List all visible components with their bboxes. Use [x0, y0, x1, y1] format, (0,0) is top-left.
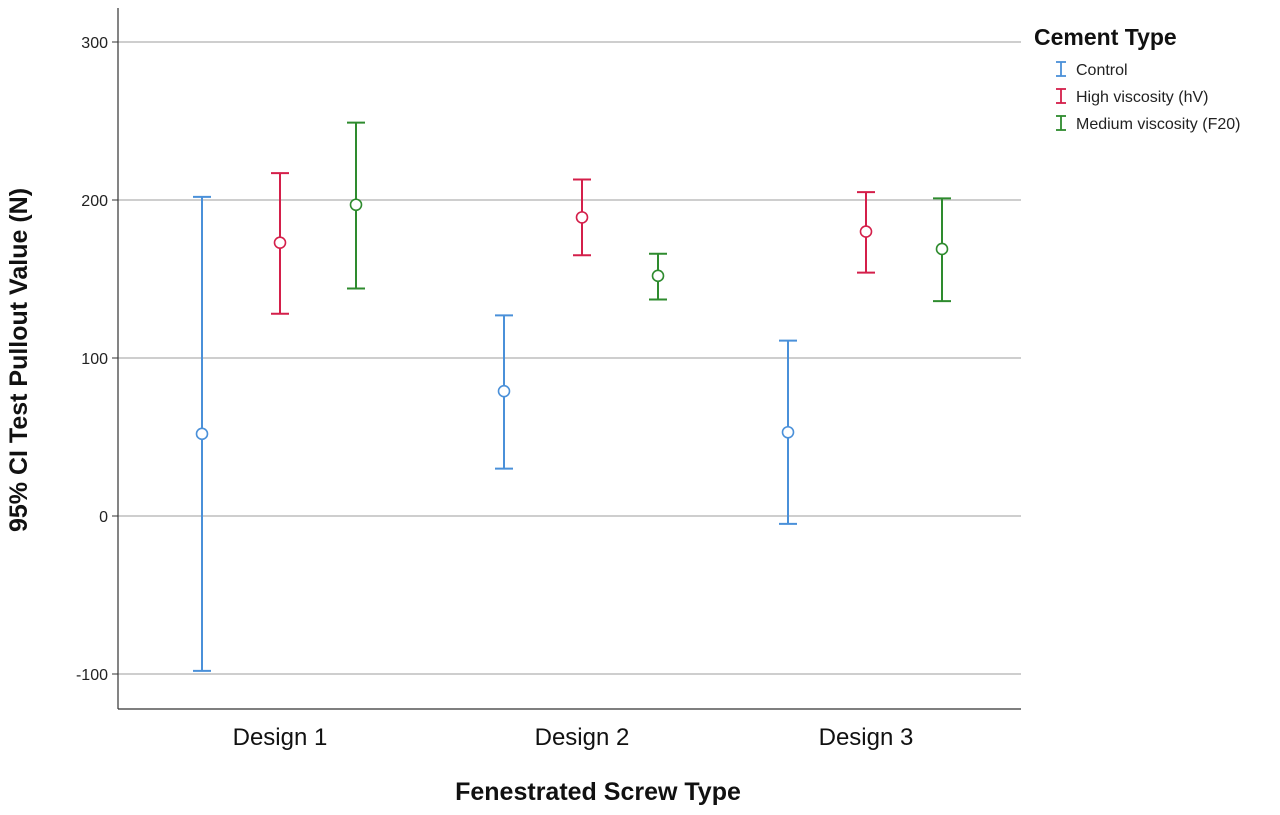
y-tick-label: 0	[99, 509, 108, 526]
x-tick-label: Design 1	[233, 724, 328, 751]
legend-items: Control High viscosity (hV) Medium viscosi…	[1056, 61, 1240, 133]
legend-item: Control	[1056, 61, 1128, 79]
error-bar-3-2	[649, 252, 667, 301]
legend-title: Cement Type	[1034, 24, 1177, 50]
legend: Cement Type Control High viscosity (hV) Me…	[1034, 24, 1240, 133]
error-bar-3-3	[933, 197, 951, 303]
axes	[117, 8, 1021, 710]
mean-point	[575, 211, 589, 224]
y-tick-label: 300	[81, 35, 108, 52]
error-bar-2-1	[271, 172, 289, 315]
error-bar-2-2	[573, 178, 591, 257]
mean-point	[497, 384, 511, 398]
y-axis-title: 95% CI Test Pullout Value (N)	[5, 188, 33, 532]
mean-point	[781, 425, 795, 439]
gridlines	[112, 41, 1021, 675]
mean-point	[935, 242, 949, 256]
mean-point	[195, 427, 209, 441]
error-bar-2-3	[857, 191, 875, 274]
legend-item: High viscosity (hV)	[1056, 88, 1208, 106]
mean-point	[273, 236, 287, 249]
y-tick-label: 100	[81, 351, 108, 368]
x-tick-labels: Design 1 Design 2 Design 3	[233, 724, 914, 751]
mean-point	[349, 198, 363, 212]
y-tick-label: -100	[76, 667, 108, 684]
error-bar-1-2	[495, 314, 513, 470]
legend-item: Medium viscosity (F20)	[1056, 115, 1240, 133]
x-tick-label: Design 2	[535, 724, 630, 751]
error-bar-3-1	[347, 121, 365, 290]
mean-point	[859, 225, 873, 238]
y-tick-label: 200	[81, 193, 108, 210]
legend-label: Medium viscosity (F20)	[1076, 116, 1240, 133]
error-bar-1-3	[779, 339, 797, 525]
legend-label: High viscosity (hV)	[1076, 89, 1208, 106]
x-tick-label: Design 3	[819, 724, 914, 751]
mean-point	[651, 269, 665, 283]
legend-label: Control	[1076, 62, 1128, 79]
error-bar-1-1	[193, 195, 211, 672]
error-bars	[193, 121, 951, 672]
x-axis-title: Fenestrated Screw Type	[455, 778, 741, 806]
y-tick-labels: -100 0 100 200 300	[76, 35, 108, 684]
